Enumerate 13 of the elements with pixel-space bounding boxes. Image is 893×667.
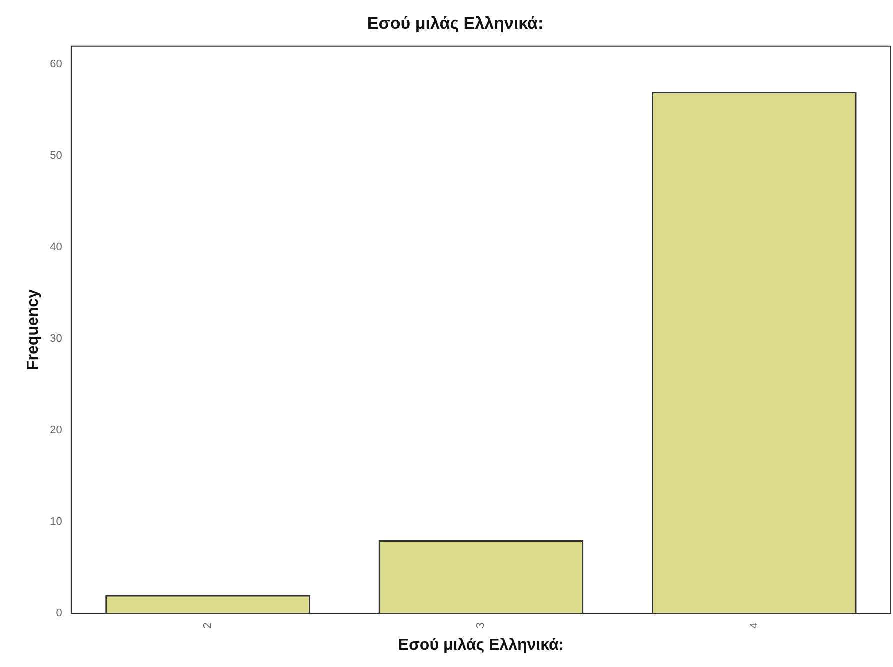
x-tick-label: 3 (475, 622, 488, 629)
y-axis-title: Frequency (25, 289, 42, 370)
y-tick-label: 40 (50, 242, 62, 254)
y-tick-label: 20 (50, 424, 62, 437)
y-tick-label: 0 (56, 608, 62, 620)
y-tick-label: 50 (50, 150, 62, 162)
y-tick-label: 10 (50, 516, 62, 528)
x-axis-title: Εσού μιλάς Ελληνικά: (398, 636, 564, 654)
chart-title: Εσού μιλάς Ελληνικά: (367, 14, 544, 33)
y-tick-label: 30 (50, 333, 62, 346)
y-tick-label: 60 (50, 58, 62, 71)
x-tick-label: 2 (202, 622, 214, 629)
x-tick-label: 4 (748, 622, 760, 629)
